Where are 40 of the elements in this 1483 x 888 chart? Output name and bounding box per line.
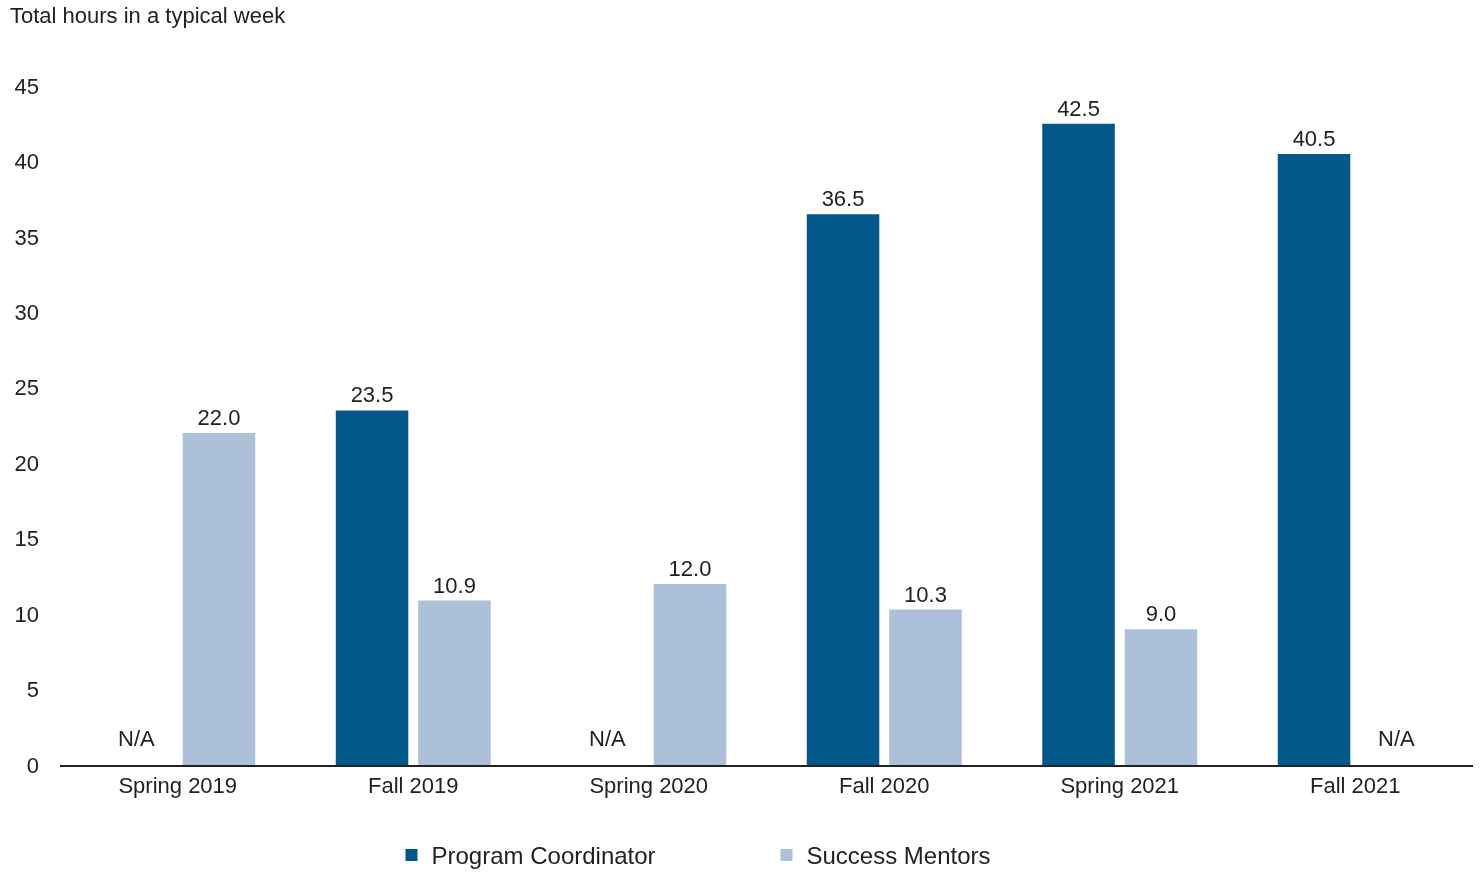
x-tick-label: Fall 2019 bbox=[367, 773, 459, 799]
x-tick-label: Spring 2019 bbox=[118, 773, 238, 799]
data-label: 10.9 bbox=[433, 572, 476, 598]
legend-label: Program Coordinator bbox=[431, 842, 656, 870]
y-tick-label: 35 bbox=[14, 224, 39, 250]
data-label: 36.5 bbox=[821, 186, 865, 212]
data-label: 42.5 bbox=[1057, 95, 1100, 121]
data-label: 12.0 bbox=[668, 555, 712, 581]
y-tick-label: 40 bbox=[14, 149, 39, 175]
text: N/A bbox=[1378, 726, 1415, 751]
data-label: 9.0 bbox=[1145, 601, 1177, 627]
bar bbox=[335, 410, 409, 765]
y-tick-label: 10 bbox=[14, 601, 39, 627]
data-label: 40.5 bbox=[1292, 125, 1336, 151]
y-tick-label: 45 bbox=[14, 73, 39, 99]
bar bbox=[653, 583, 727, 765]
bar bbox=[182, 433, 256, 765]
y-tick-label: 5 bbox=[26, 677, 39, 703]
data-label: 10.3 bbox=[904, 581, 947, 607]
y-tick-label: 15 bbox=[14, 526, 39, 552]
x-tick-label: Fall 2021 bbox=[1309, 773, 1401, 799]
y-tick-label: 0 bbox=[26, 752, 39, 778]
bar bbox=[1277, 153, 1351, 765]
y-tick-label: 25 bbox=[14, 375, 39, 401]
x-tick-label: Fall 2020 bbox=[838, 773, 930, 799]
bar bbox=[1042, 123, 1115, 765]
x-tick-label: Spring 2020 bbox=[589, 773, 709, 799]
text: N/A bbox=[589, 726, 626, 751]
chart-title: Total hours in a typical week bbox=[10, 3, 287, 29]
x-tick-label: Spring 2021 bbox=[1060, 773, 1180, 799]
bar bbox=[418, 600, 491, 765]
bar bbox=[806, 214, 880, 765]
bar bbox=[1124, 629, 1198, 765]
data-label: 22.0 bbox=[197, 405, 241, 431]
data-label: 23.5 bbox=[350, 382, 394, 408]
legend-label: Success Mentors bbox=[806, 842, 991, 870]
y-tick-label: 30 bbox=[14, 300, 39, 326]
y-tick-label: 20 bbox=[14, 450, 39, 476]
bar bbox=[889, 609, 962, 765]
text: N/A bbox=[118, 726, 155, 751]
